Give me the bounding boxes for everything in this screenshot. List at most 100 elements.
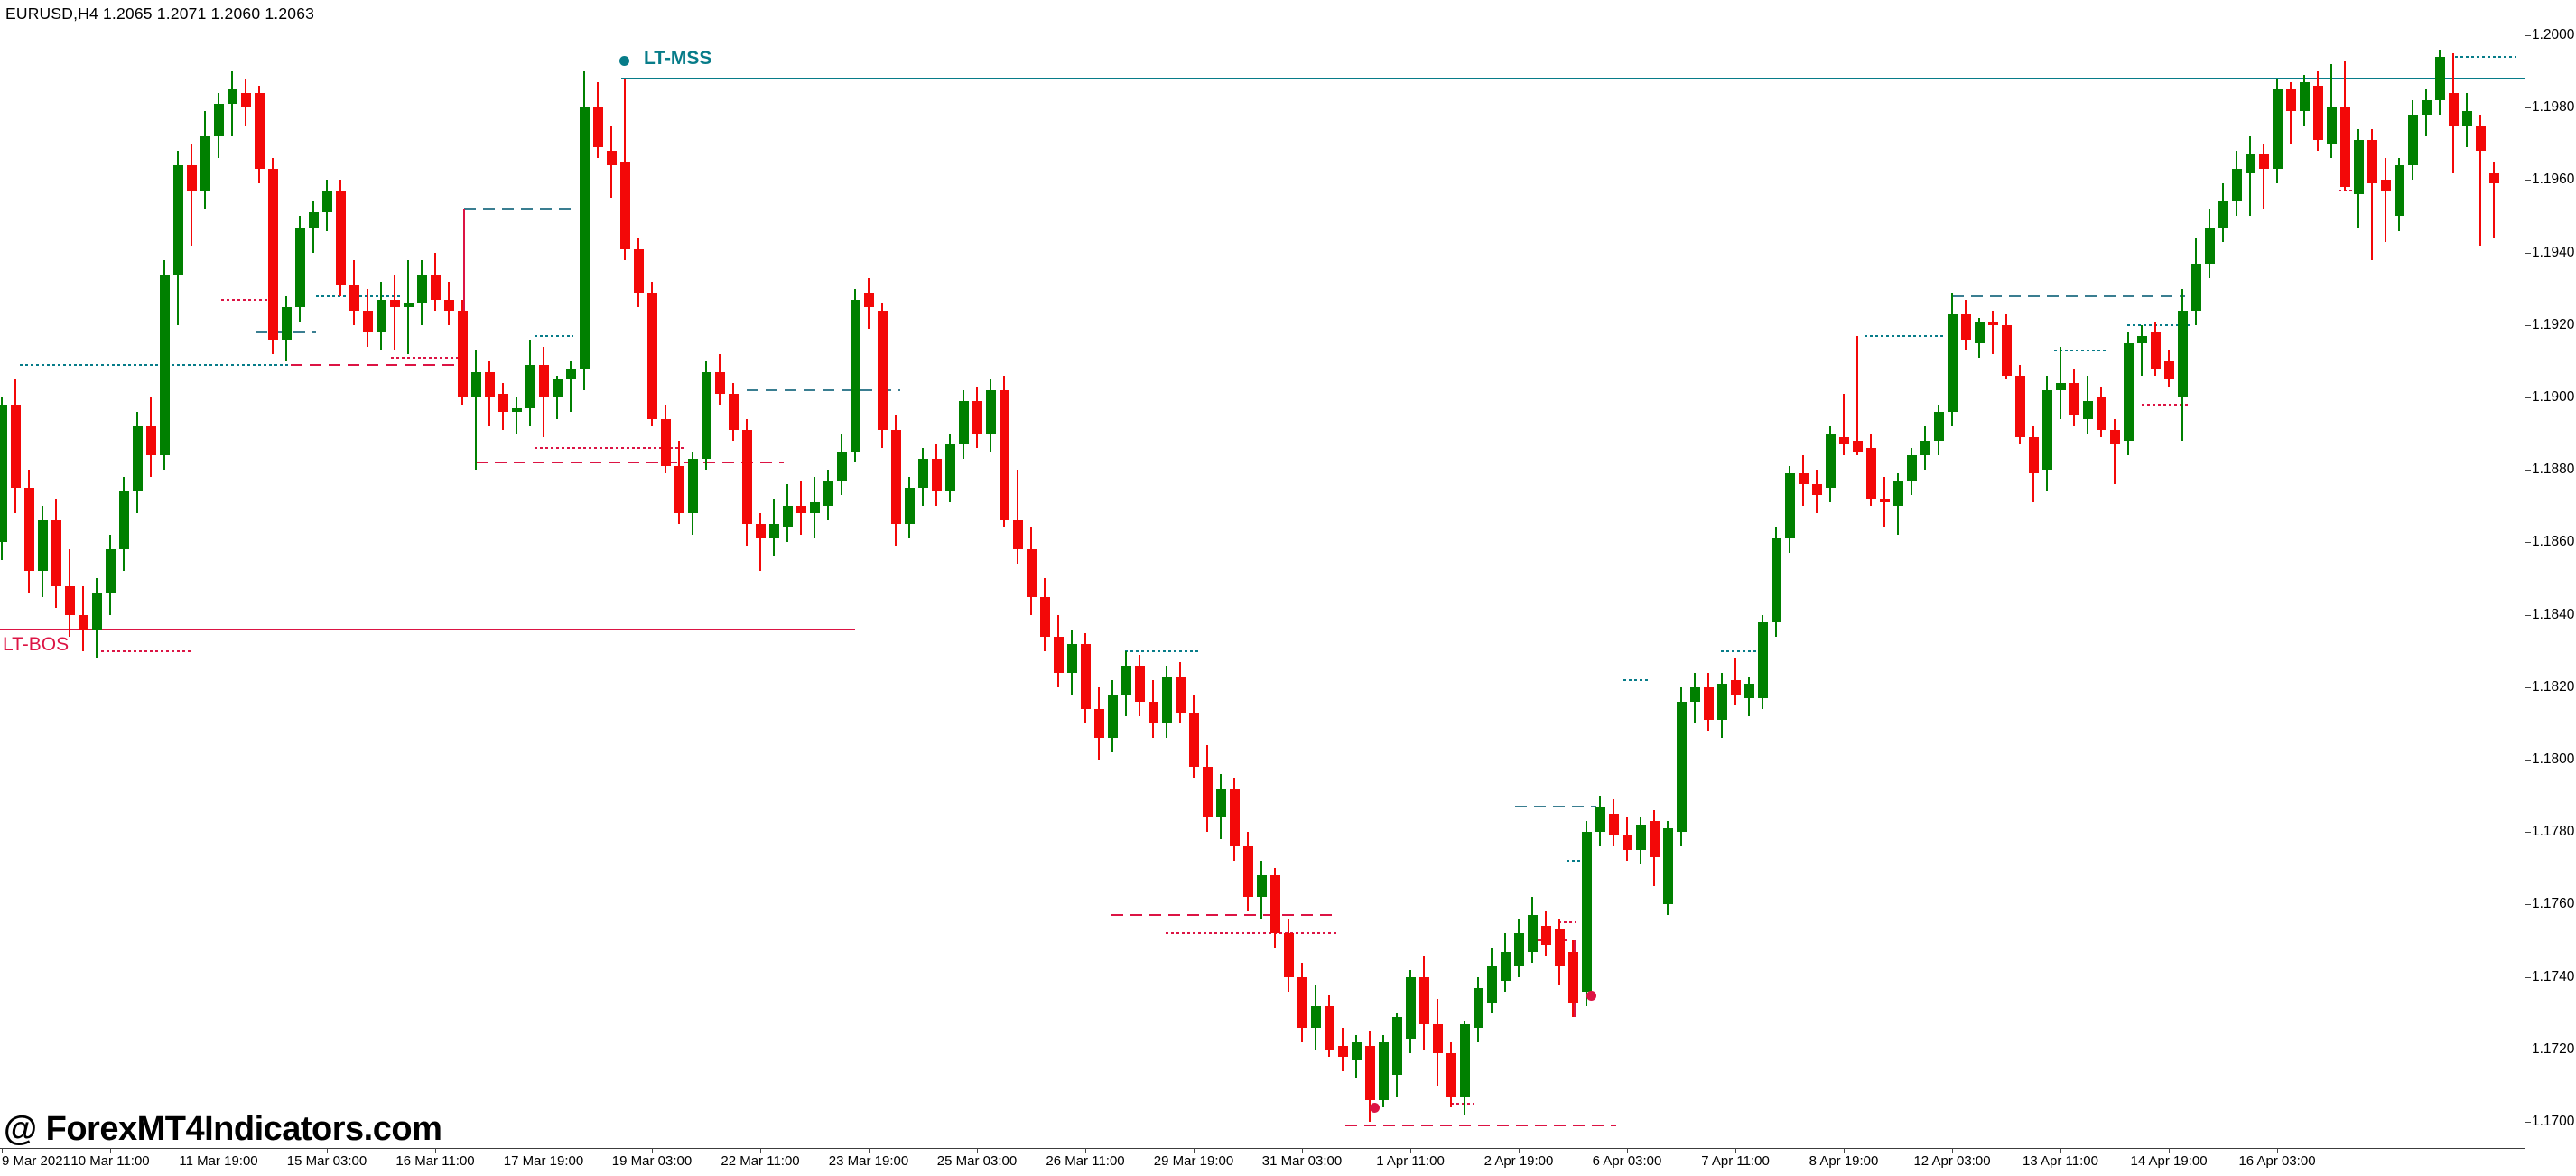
candle (2178, 311, 2188, 397)
price-axis-label: 1.1940 (2532, 245, 2575, 260)
candle (1027, 549, 1037, 597)
candle (431, 275, 441, 300)
candle-wick (231, 71, 233, 136)
candle (2191, 264, 2201, 311)
candle-wick (1992, 311, 1994, 354)
price-axis-label: 1.1720 (2532, 1041, 2575, 1057)
candle (1988, 322, 1998, 325)
price-axis-label: 1.2000 (2532, 27, 2575, 42)
candle-wick (2141, 325, 2143, 376)
candle (2395, 165, 2404, 216)
time-axis-tick (1844, 1148, 1845, 1153)
structure-line-segment (1111, 914, 1336, 916)
time-axis-tick (1519, 1148, 1520, 1153)
candle (1934, 412, 1944, 441)
candle-wick (2371, 129, 2373, 260)
time-axis-label: 7 Apr 11:00 (1701, 1153, 1770, 1169)
candle (228, 89, 237, 104)
price-axis-tick (2525, 542, 2531, 543)
candle (1582, 832, 1592, 992)
candle (2408, 115, 2418, 165)
candle (905, 488, 915, 524)
candle (0, 405, 7, 542)
structure-line-segment (535, 335, 573, 337)
candle (485, 372, 495, 397)
candle (390, 300, 400, 307)
price-axis-label: 1.1980 (2532, 99, 2575, 115)
time-axis-tick (2, 1148, 3, 1153)
structure-line-segment (2142, 404, 2190, 406)
candle (2476, 126, 2486, 151)
candle (1297, 977, 1307, 1028)
candle (1243, 846, 1253, 897)
candle (160, 275, 170, 455)
candle (2083, 401, 2093, 419)
time-axis-tick (110, 1148, 111, 1153)
structure-line-segment (2455, 56, 2516, 58)
candle (498, 394, 508, 412)
structure-line-segment (1345, 1125, 1616, 1126)
time-axis-tick (1410, 1148, 1411, 1153)
candle (282, 307, 292, 340)
structure-line-segment (1558, 921, 1576, 923)
candle (1487, 966, 1497, 1003)
price-axis-label: 1.1960 (2532, 172, 2575, 187)
candle (1812, 484, 1822, 495)
candle (11, 405, 21, 488)
candle (417, 275, 427, 303)
time-axis-border (0, 1148, 2525, 1149)
candle (268, 169, 278, 340)
candle (2124, 343, 2134, 441)
candle (241, 93, 251, 107)
candle (38, 520, 48, 571)
candle (1406, 977, 1416, 1039)
time-axis-tick (977, 1148, 978, 1153)
time-axis-tick (2169, 1148, 2170, 1153)
candle (187, 165, 197, 191)
structure-line-segment (476, 462, 784, 463)
candle (1379, 1042, 1389, 1100)
price-axis-label: 1.1760 (2532, 896, 2575, 911)
candle-wick (516, 397, 517, 434)
price-axis-tick (2525, 904, 2531, 905)
lt-mss-line (621, 78, 2525, 79)
candle (1365, 1046, 1375, 1100)
candle (1203, 767, 1213, 817)
candle-wick (556, 376, 558, 419)
lt-bos-label: LT-BOS (3, 634, 70, 655)
structure-line-segment (1623, 679, 1651, 681)
time-axis-label: 15 Mar 03:00 (286, 1153, 367, 1169)
time-axis-label: 12 Apr 03:00 (1913, 1153, 1991, 1169)
candle (2354, 140, 2364, 194)
time-axis-tick (2060, 1148, 2061, 1153)
candle (864, 293, 874, 307)
lt-bos-line (0, 629, 855, 630)
candle (1799, 473, 1809, 484)
candle (607, 151, 617, 165)
candle (702, 372, 711, 459)
candle (769, 524, 779, 538)
candle (1744, 684, 1754, 698)
price-axis-tick (2525, 325, 2531, 326)
time-axis-label: 16 Mar 11:00 (395, 1153, 475, 1169)
candle (553, 379, 563, 397)
candle (1392, 1017, 1402, 1075)
candle (1419, 977, 1429, 1024)
structure-line-segment (1166, 932, 1336, 934)
time-axis-label: 8 Apr 19:00 (1809, 1153, 1879, 1169)
candle (756, 524, 766, 538)
time-axis-label: 29 Mar 19:00 (1153, 1153, 1234, 1169)
candle (2246, 154, 2255, 173)
price-axis-tick (2525, 397, 2531, 398)
candle (1121, 666, 1131, 695)
candle (1094, 709, 1104, 738)
candle (295, 228, 305, 307)
chart-plot-area[interactable] (0, 0, 2525, 1148)
candle-wick (759, 513, 761, 571)
price-axis-tick (2525, 180, 2531, 181)
candle (1826, 434, 1836, 488)
candle-wick (570, 361, 572, 412)
candle (1839, 437, 1849, 444)
time-axis-label: 22 Mar 11:00 (721, 1153, 800, 1169)
candle (1352, 1042, 1362, 1060)
